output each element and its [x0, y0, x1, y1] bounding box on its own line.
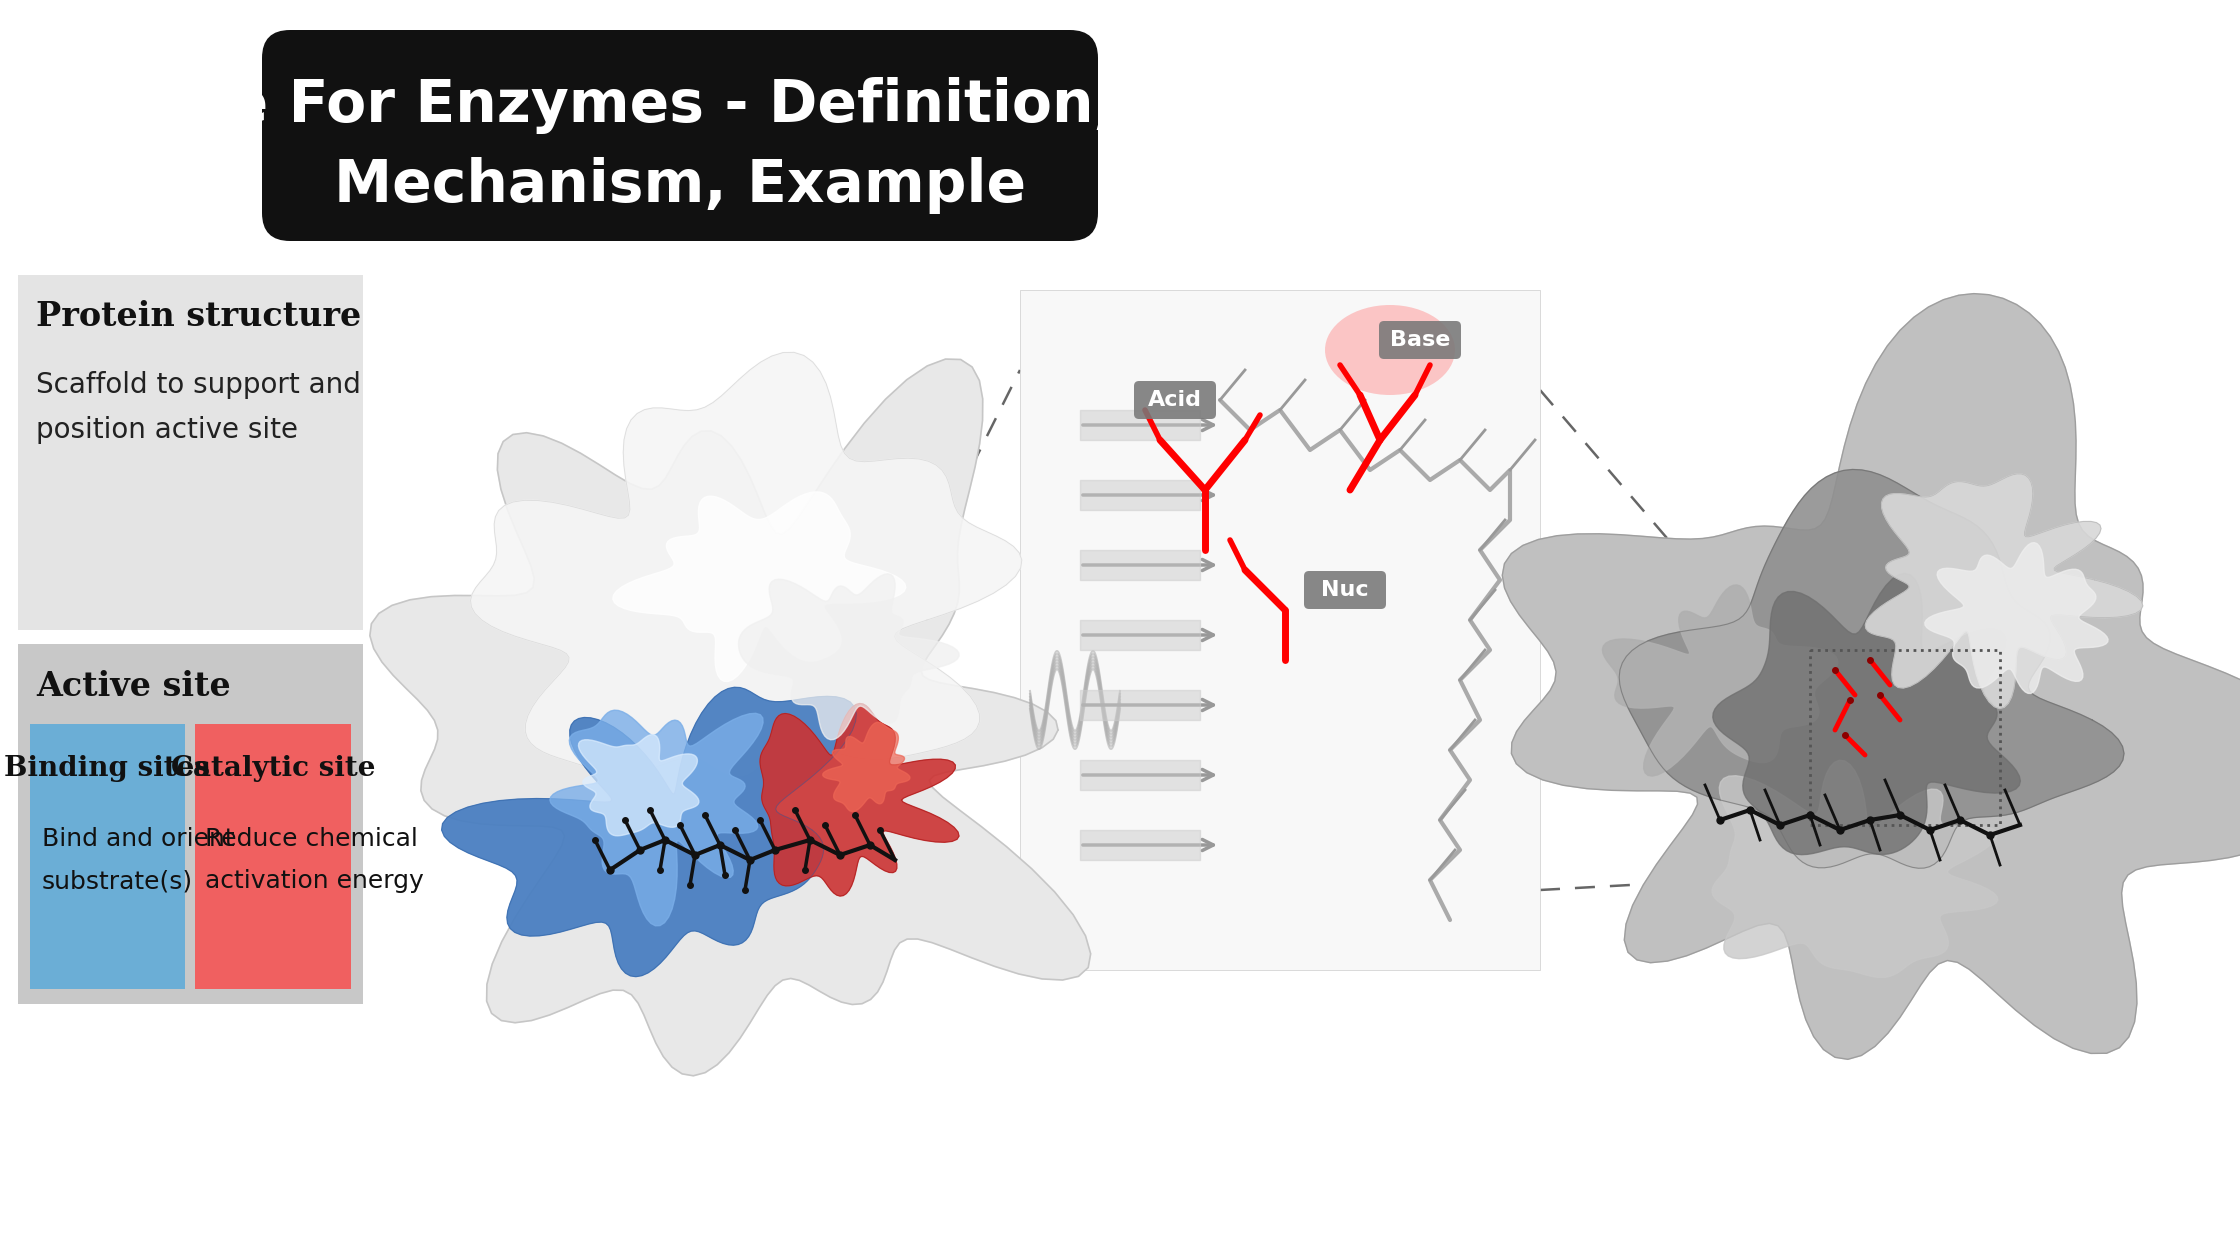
Text: position active site: position active site [36, 416, 298, 444]
Text: Protein structure: Protein structure [36, 300, 361, 334]
Polygon shape [759, 703, 959, 896]
Text: Active Site For Enzymes - Definition, Features,: Active Site For Enzymes - Definition, Fe… [0, 78, 1447, 135]
FancyBboxPatch shape [18, 275, 363, 630]
Polygon shape [822, 722, 909, 811]
Polygon shape [1866, 474, 2144, 708]
Polygon shape [578, 735, 699, 835]
FancyBboxPatch shape [29, 724, 186, 989]
Polygon shape [370, 359, 1091, 1076]
Text: Mechanism, Example: Mechanism, Example [334, 158, 1026, 214]
Polygon shape [1503, 294, 2240, 1060]
Bar [1810, 650, 2000, 825]
Polygon shape [614, 491, 905, 682]
Text: activation energy: activation energy [206, 869, 423, 893]
Polygon shape [739, 573, 959, 740]
Polygon shape [549, 711, 764, 926]
FancyBboxPatch shape [195, 724, 352, 989]
FancyBboxPatch shape [1304, 571, 1387, 609]
Text: substrate(s): substrate(s) [43, 869, 193, 893]
Polygon shape [1620, 470, 2124, 868]
Text: Acid: Acid [1147, 391, 1203, 410]
Ellipse shape [1326, 305, 1456, 394]
Polygon shape [470, 353, 1021, 777]
FancyBboxPatch shape [1380, 321, 1460, 359]
Polygon shape [1602, 585, 1837, 776]
FancyBboxPatch shape [18, 644, 363, 1004]
Polygon shape [441, 687, 856, 976]
Polygon shape [1924, 543, 2108, 693]
Text: Reduce chemical: Reduce chemical [206, 827, 419, 851]
Polygon shape [1711, 760, 1998, 978]
Text: Base: Base [1389, 330, 1449, 350]
FancyBboxPatch shape [262, 30, 1098, 241]
Text: Scaffold to support and: Scaffold to support and [36, 370, 361, 399]
Text: Bind and orient: Bind and orient [43, 827, 235, 851]
Text: Catalytic site: Catalytic site [170, 755, 376, 781]
Polygon shape [1714, 573, 2020, 854]
Text: Nuc: Nuc [1322, 580, 1369, 600]
Text: Binding sites: Binding sites [4, 755, 211, 781]
Text: Active site: Active site [36, 669, 231, 703]
FancyBboxPatch shape [1133, 381, 1216, 420]
FancyBboxPatch shape [1019, 290, 1541, 970]
